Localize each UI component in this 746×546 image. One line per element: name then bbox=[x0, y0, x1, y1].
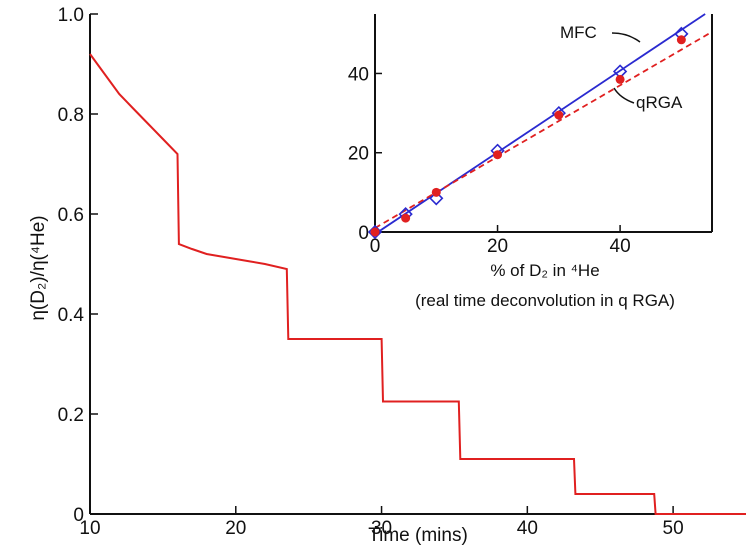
point-mfc bbox=[429, 191, 444, 206]
legend-label-qrga: qRGA bbox=[636, 93, 683, 112]
main-y-axis-label: η(D₂)/η(⁴He) bbox=[28, 215, 49, 320]
inset-x-axis-label: % of D₂ in ⁴He bbox=[490, 261, 599, 280]
point-qrga bbox=[554, 110, 564, 120]
point-qrga bbox=[493, 150, 503, 160]
qrga-leader-line bbox=[613, 87, 635, 104]
point-qrga bbox=[676, 35, 686, 45]
point-qrga bbox=[401, 213, 411, 223]
point-qrga bbox=[615, 74, 625, 84]
main-x-tick-label: 10 bbox=[79, 518, 100, 539]
main-y-tick-label: 0.8 bbox=[58, 105, 84, 126]
point-qrga bbox=[370, 227, 380, 237]
main-y-tick-label: 1.0 bbox=[58, 5, 84, 26]
main-x-tick-label: 30 bbox=[371, 518, 392, 539]
mfc-leader-line bbox=[611, 32, 641, 43]
point-qrga bbox=[431, 187, 441, 197]
inset-x-tick-label: 40 bbox=[610, 236, 631, 257]
main-x-tick-label: 40 bbox=[517, 518, 538, 539]
main-plot: 10 20 30 40 50 0 0.2 0.4 0.6 0.8 1.0 Time (mins) η… bbox=[28, 5, 746, 546]
inset-x-tick-label: 0 bbox=[370, 236, 381, 257]
main-y-tick-label: 0.4 bbox=[58, 305, 85, 326]
inset-x-tick-label: 20 bbox=[487, 236, 508, 257]
main-y-tick-label: 0 bbox=[73, 505, 84, 526]
main-x-tick-label: 20 bbox=[225, 518, 246, 539]
legend-label-mfc: MFC bbox=[560, 23, 597, 42]
fit-line-qrga bbox=[374, 31, 713, 229]
inset-plot: 0 20 40 0 20 40 MFC qRGA % of D₂ in ⁴He (real… bbox=[348, 13, 746, 330]
main-y-tick-label: 0.2 bbox=[58, 405, 84, 426]
inset-y-tick-label: 20 bbox=[348, 144, 369, 165]
inset-x-axis-note: (real time deconvolution in q RGA) bbox=[415, 291, 675, 310]
main-series-line bbox=[89, 53, 746, 515]
inset-background bbox=[362, 14, 746, 330]
inset-y-tick-label: 40 bbox=[348, 64, 369, 85]
main-x-tick-label: 50 bbox=[663, 518, 684, 539]
main-x-axis-label: Time (mins) bbox=[368, 525, 468, 546]
main-y-tick-label: 0.6 bbox=[58, 205, 84, 226]
inset-y-tick-label: 0 bbox=[358, 223, 369, 244]
